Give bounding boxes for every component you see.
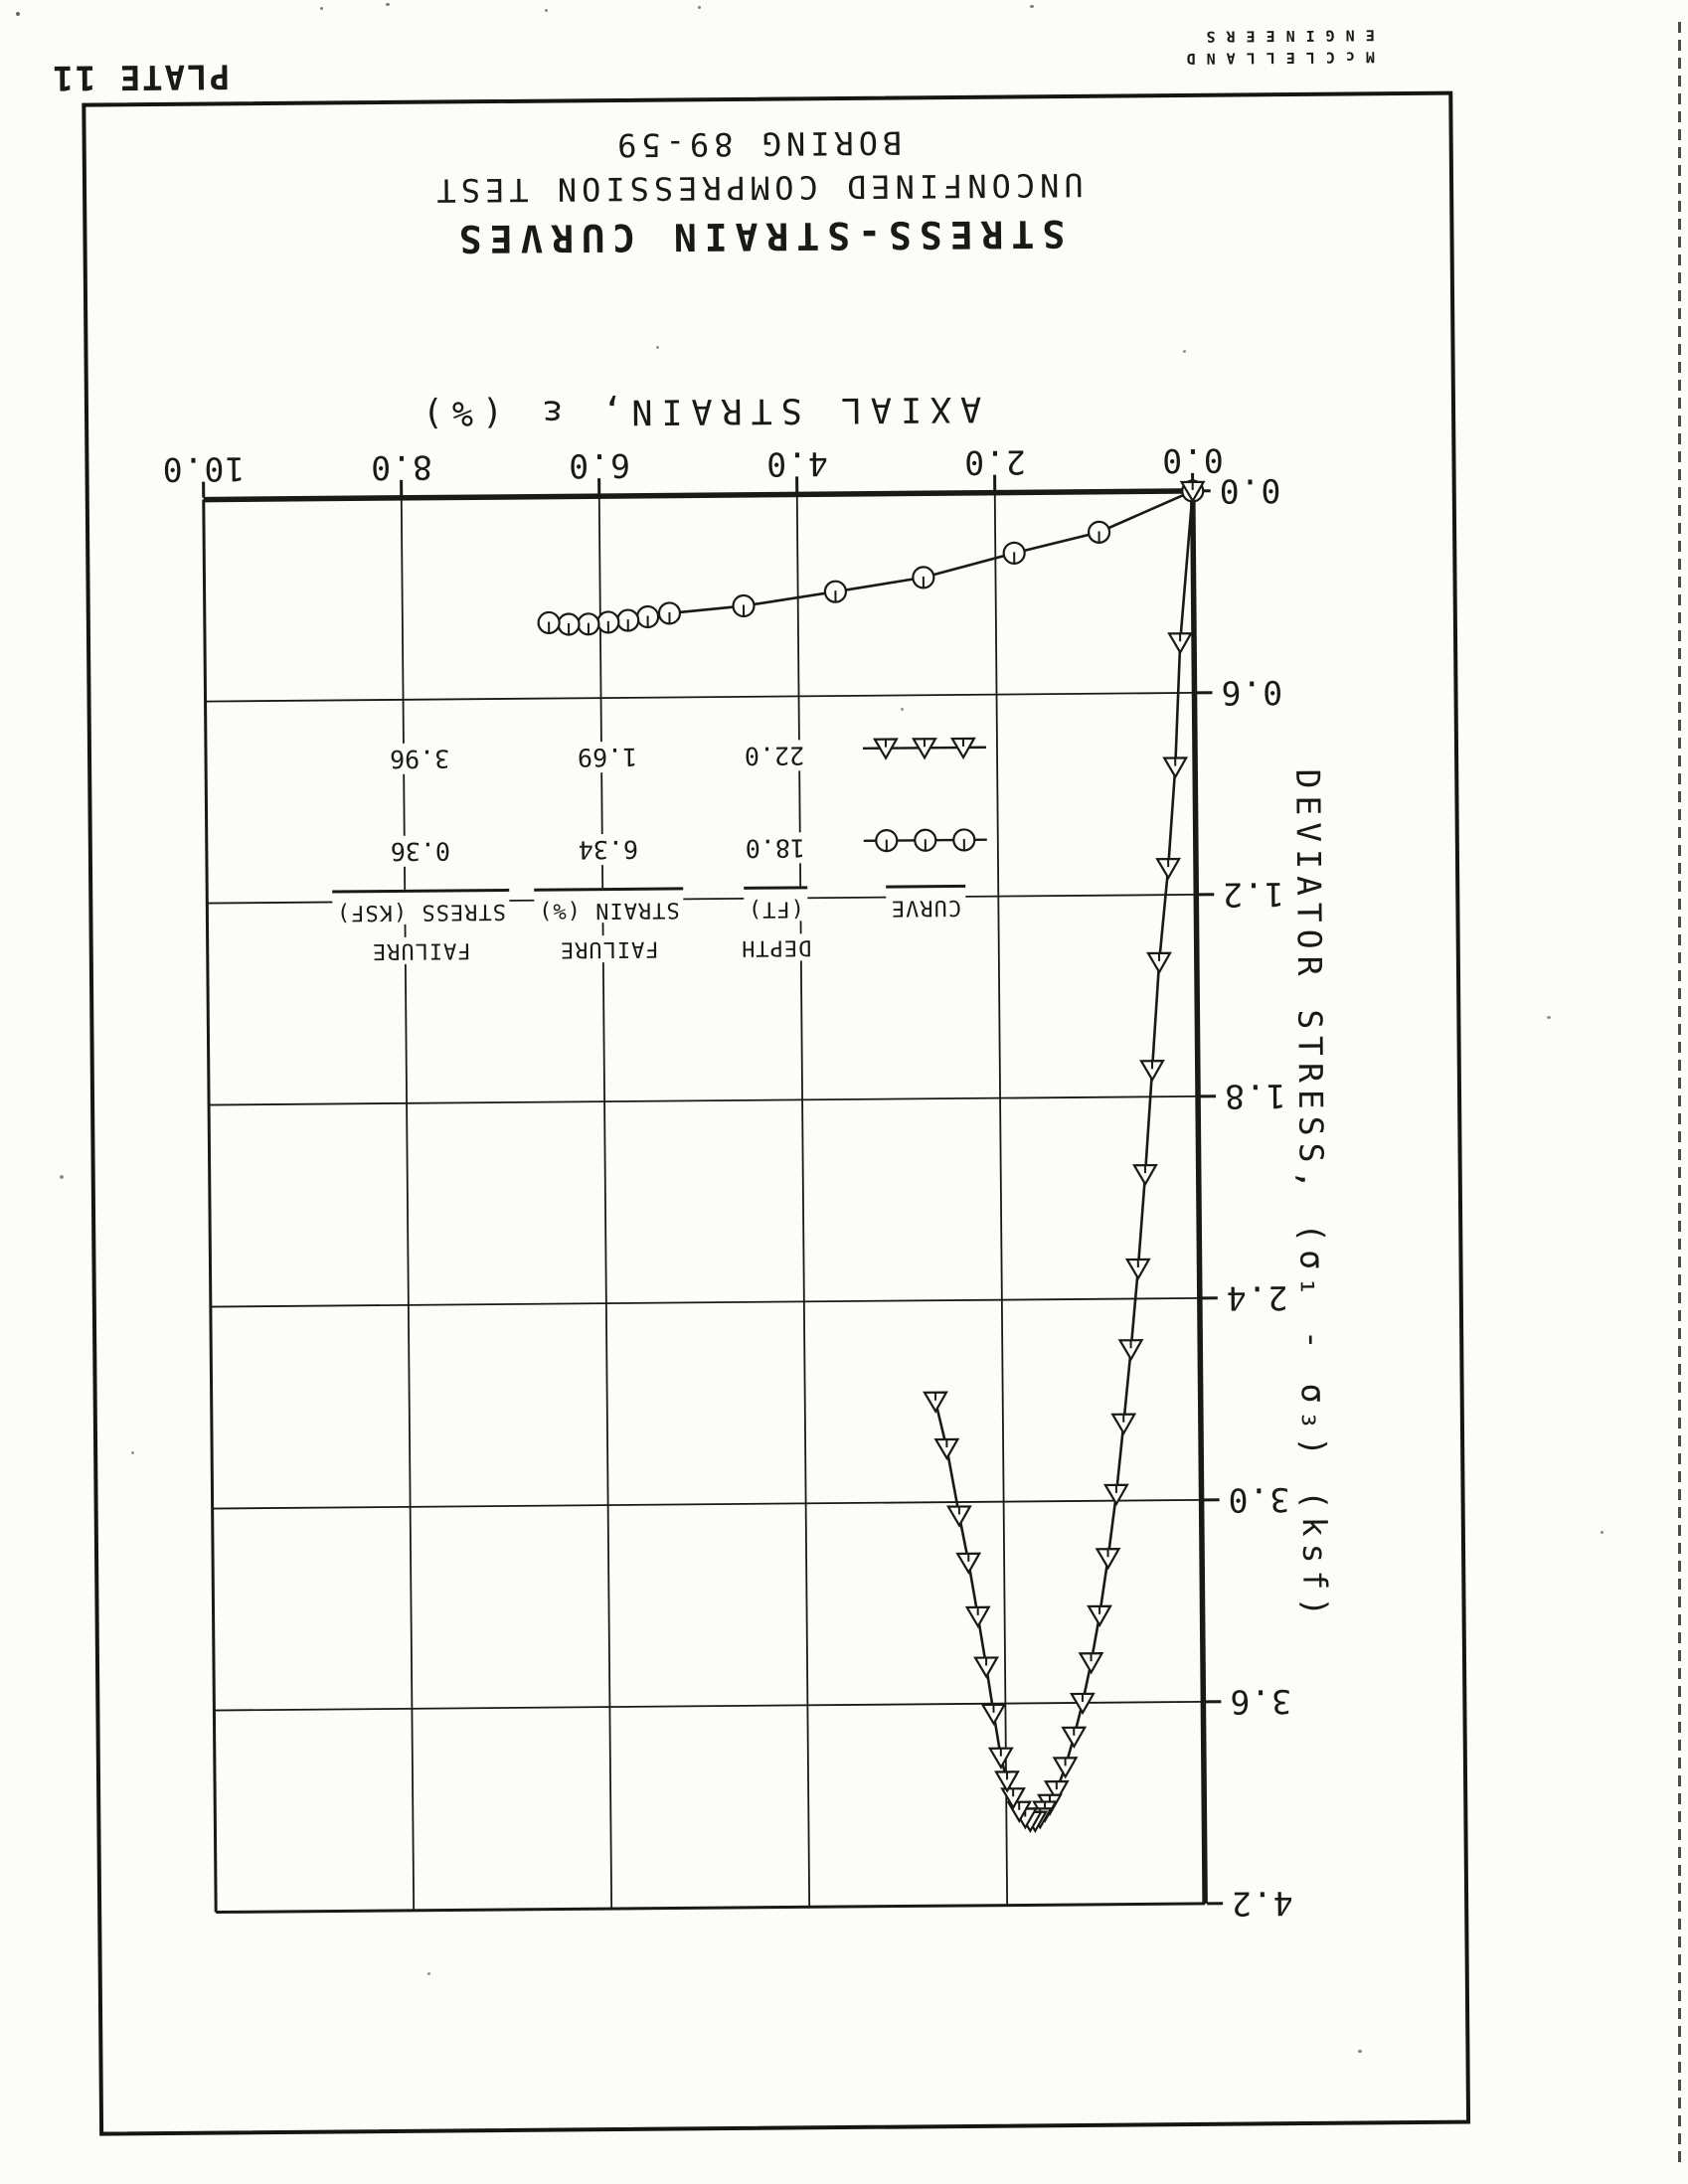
y-tick-label: 4.2 <box>1231 1884 1293 1924</box>
plot-border-top <box>216 1902 1206 1915</box>
legend-strain-value: 1.69 <box>516 741 699 773</box>
triangle-marker <box>1155 857 1182 881</box>
legend-header-curve: CURVE <box>851 884 1000 921</box>
gridline-vertical <box>597 496 613 1910</box>
scan-noise <box>1183 350 1186 353</box>
curve-circle-tick <box>549 489 1194 626</box>
legend-row <box>850 722 999 770</box>
gridline-vertical <box>795 494 811 1908</box>
x-tick-label: 10.0 <box>162 449 246 489</box>
y-axis <box>1189 490 1208 1904</box>
y-tick-label: 0.6 <box>1220 673 1282 713</box>
legend-symbol <box>862 737 986 760</box>
gridline-vertical <box>400 497 416 1911</box>
gridline-horizontal <box>212 1498 1202 1510</box>
scan-noise <box>901 708 904 711</box>
legend-stress-value: 3.96 <box>327 743 512 775</box>
triangle-marker <box>1102 1483 1129 1507</box>
legend-strain-value: 6.34 <box>517 833 700 866</box>
triangle-marker <box>964 1605 991 1629</box>
x-tick-label: 2.0 <box>963 442 1026 482</box>
scan-noise <box>60 1175 64 1179</box>
scan-noise <box>545 9 548 12</box>
scan-noise <box>1601 1531 1604 1534</box>
triangle-marker <box>1110 1413 1137 1435</box>
triangle-marker <box>945 1505 972 1528</box>
company-name-line2: ENGINEERS <box>1195 26 1375 46</box>
y-tick-label: 1.8 <box>1224 1077 1286 1116</box>
gridline-horizontal <box>214 1700 1204 1712</box>
x-tick-label: 0.0 <box>1161 441 1224 481</box>
triangle-marker <box>1162 756 1189 779</box>
y-tick-label: 1.2 <box>1222 875 1284 915</box>
boring-label: BORING 89-59 <box>611 123 903 164</box>
company-name-line1: McCLELLAND <box>1175 48 1376 69</box>
legend-header-depth-line1: DEPTH <box>703 933 850 961</box>
company-name: McCLELLAND ENGINEERS <box>1175 24 1375 70</box>
scan-noise <box>656 346 659 349</box>
triangle-marker <box>987 1747 1014 1769</box>
scan-noise <box>320 7 323 10</box>
gridline-vertical <box>993 492 1009 1906</box>
gridline-horizontal <box>210 1296 1200 1308</box>
legend-stress-value: 0.36 <box>328 835 513 868</box>
scan-noise <box>1358 2050 1362 2053</box>
gridline-horizontal <box>209 1094 1199 1106</box>
x-axis <box>203 488 1193 503</box>
triangle-marker <box>1139 1060 1165 1083</box>
scan-noise <box>427 1972 430 1975</box>
y-tick-label: 2.4 <box>1226 1278 1288 1318</box>
scan-edge-artifact <box>1678 22 1681 2169</box>
y-tick-label: 0.0 <box>1219 471 1281 511</box>
y-tick-label: 3.0 <box>1227 1480 1289 1520</box>
markers-circle-tick <box>537 479 1205 636</box>
legend-table: CURVE DEPTH (FT) FAILURE STRAIN (%) FAIL… <box>327 727 1001 971</box>
curve-triangle <box>933 490 1195 1823</box>
legend-depth-value: 22.0 <box>701 740 848 771</box>
legend-header-curve-label: CURVE <box>886 884 966 921</box>
legend-header-strain-line2: STRAIN (%) <box>517 887 700 924</box>
scan-noise <box>131 1451 134 1454</box>
markers-triangle <box>923 480 1206 1834</box>
y-axis-title: DEVIATOR STRESS, (σ₁ - σ₃) (ksf) <box>1288 768 1335 1623</box>
scan-noise <box>1547 1016 1551 1019</box>
plate-number: PLATE 11 <box>51 56 231 97</box>
triangle-marker-icon <box>858 727 991 770</box>
triangle-marker <box>1087 1604 1112 1628</box>
legend-header-stress-line2: STRESS (KSF) <box>328 888 513 925</box>
legend-depth-value: 18.0 <box>702 832 849 864</box>
triangle-marker <box>1000 1787 1026 1810</box>
plot-border-right <box>202 499 218 1913</box>
triangle-marker <box>1052 1757 1079 1779</box>
legend-header-stress-line1: FAILURE <box>329 936 514 965</box>
y-tick-label: 3.6 <box>1229 1682 1291 1722</box>
x-tick-label: 8.0 <box>370 448 432 488</box>
scan-noise <box>386 3 390 6</box>
scan-noise <box>1030 5 1034 8</box>
gridline-horizontal <box>205 692 1195 703</box>
legend-symbol <box>863 828 987 853</box>
x-tick-label: 4.0 <box>765 444 828 484</box>
title-block: STRESS-STRAIN CURVES UNCONFINED COMPRESS… <box>260 120 1256 262</box>
triangle-marker <box>973 1656 999 1679</box>
chart-subtitle: UNCONFINED COMPRESSION TEST <box>431 165 1084 210</box>
scan-noise <box>698 6 701 9</box>
chart-title: STRESS-STRAIN CURVES <box>450 212 1066 261</box>
scan-noise <box>16 12 20 16</box>
x-tick-label: 6.0 <box>568 446 630 486</box>
circle-tick-marker-icon <box>859 819 991 863</box>
legend-row <box>851 814 1000 863</box>
x-axis-title: AXIAL STRAIN, ε (%) <box>414 389 982 433</box>
legend-header-depth-line2: (FT) <box>702 886 849 922</box>
triangle-marker <box>1061 1726 1088 1750</box>
legend-header-strain-line1: FAILURE <box>518 934 701 963</box>
